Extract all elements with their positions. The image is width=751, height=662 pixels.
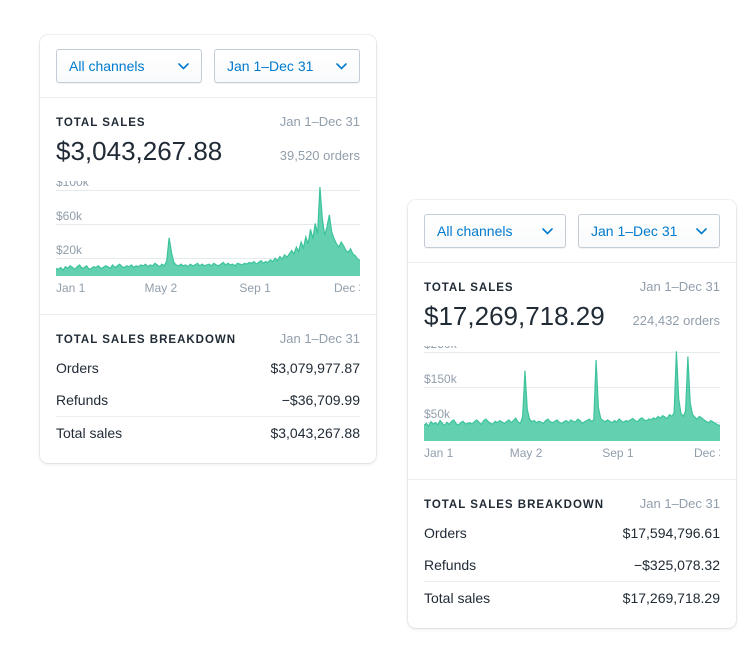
gridline — [424, 387, 720, 389]
date-range-selector-value: Jan 1–Dec 31 — [591, 223, 678, 239]
breakdown-table: Orders $3,079,977.87 Refunds −$36,709.99… — [40, 346, 376, 463]
chart-plot-area: $50k $150k $250k — [424, 346, 720, 441]
row-value: $3,043,267.88 — [270, 425, 360, 441]
table-row: Orders $3,079,977.87 — [56, 352, 360, 384]
area-series — [56, 186, 360, 276]
x-axis-tick: Jan 1 — [56, 281, 86, 295]
filter-controls: All channels Jan 1–Dec 31 — [408, 200, 736, 263]
orders-count: 39,520 orders — [279, 148, 360, 163]
chevron-down-icon — [336, 62, 347, 70]
y-axis-tick: $100k — [56, 181, 89, 190]
chart-x-axis: Jan 1 May 2 Sep 1 Dec 31 — [424, 446, 720, 463]
area-chart-svg — [424, 346, 720, 441]
row-value: −$325,078.32 — [633, 557, 720, 573]
sales-summary-card: All channels Jan 1–Dec 31 TOTAL SALES Ja… — [40, 35, 376, 463]
row-value: $3,079,977.87 — [270, 360, 360, 376]
table-row: Orders $17,594,796.61 — [424, 517, 720, 549]
row-label: Orders — [56, 360, 99, 376]
breakdown-date-range: Jan 1–Dec 31 — [279, 331, 360, 346]
table-row: Refunds −$36,709.99 — [56, 384, 360, 416]
table-row-total: Total sales $17,269,718.29 — [424, 581, 720, 614]
date-range-selector[interactable]: Jan 1–Dec 31 — [214, 49, 360, 83]
section-divider — [408, 479, 736, 480]
y-axis-tick: $60k — [56, 209, 83, 224]
area-chart-svg — [56, 181, 360, 276]
chart-x-axis: Jan 1 May 2 Sep 1 Dec 31 — [56, 281, 360, 298]
gridline — [56, 258, 360, 260]
total-sales-date-range: Jan 1–Dec 31 — [639, 279, 720, 294]
breakdown-heading: TOTAL SALES BREAKDOWN — [56, 334, 237, 346]
total-sales-chart: $50k $150k $250k Jan 1 May 2 Sep 1 Dec 31 — [424, 346, 720, 463]
total-sales-date-range: Jan 1–Dec 31 — [279, 114, 360, 129]
table-row-total: Total sales $3,043,267.88 — [56, 416, 360, 449]
channel-selector[interactable]: All channels — [56, 49, 202, 83]
row-label: Refunds — [56, 392, 109, 408]
date-range-selector[interactable]: Jan 1–Dec 31 — [578, 214, 720, 248]
x-axis-tick: Dec 31 — [333, 281, 360, 295]
channel-selector[interactable]: All channels — [424, 214, 566, 248]
line-series — [424, 351, 720, 426]
chevron-down-icon — [696, 227, 707, 235]
channel-selector-value: All channels — [437, 223, 513, 239]
x-axis-tick: May 2 — [144, 281, 178, 295]
x-axis-tick: Sep 1 — [602, 446, 634, 460]
y-axis-tick: $50k — [424, 407, 451, 422]
gridline — [56, 190, 360, 192]
row-label: Refunds — [424, 557, 477, 573]
chart-plot-area: $20k $60k $100k — [56, 181, 360, 276]
row-label: Orders — [424, 525, 467, 541]
area-series — [424, 351, 720, 441]
x-axis-tick: Sep 1 — [239, 281, 271, 295]
y-axis-tick: $20k — [56, 243, 83, 258]
total-sales-heading: TOTAL SALES — [424, 282, 514, 294]
x-axis-tick: Dec 31 — [693, 446, 720, 460]
chevron-down-icon — [542, 227, 553, 235]
row-value: $17,269,718.29 — [622, 590, 720, 606]
chevron-down-icon — [178, 62, 189, 70]
section-divider — [40, 314, 376, 315]
breakdown-date-range: Jan 1–Dec 31 — [639, 496, 720, 511]
orders-count: 224,432 orders — [632, 313, 720, 328]
date-range-selector-value: Jan 1–Dec 31 — [227, 58, 314, 74]
breakdown-table: Orders $17,594,796.61 Refunds −$325,078.… — [408, 511, 736, 628]
breakdown-heading: TOTAL SALES BREAKDOWN — [424, 499, 605, 511]
total-sales-chart: $20k $60k $100k Jan 1 May 2 Sep 1 Dec 31 — [56, 181, 360, 298]
row-value: $17,594,796.61 — [622, 525, 720, 541]
filter-controls: All channels Jan 1–Dec 31 — [40, 35, 376, 98]
total-sales-amount: $3,043,267.88 — [56, 136, 223, 166]
table-row: Refunds −$325,078.32 — [424, 549, 720, 581]
row-label: Total sales — [56, 425, 123, 441]
sales-summary-card: All channels Jan 1–Dec 31 TOTAL SALES Ja… — [408, 200, 736, 628]
y-axis-tick: $250k — [424, 346, 457, 350]
total-sales-amount: $17,269,718.29 — [424, 301, 605, 331]
gridline — [424, 352, 720, 354]
line-series — [56, 187, 360, 270]
channel-selector-value: All channels — [69, 58, 145, 74]
x-axis-tick: Jan 1 — [424, 446, 454, 460]
x-axis-tick: May 2 — [509, 446, 543, 460]
row-label: Total sales — [424, 590, 491, 606]
total-sales-heading: TOTAL SALES — [56, 117, 146, 129]
y-axis-tick: $150k — [424, 372, 457, 387]
gridline — [56, 224, 360, 226]
row-value: −$36,709.99 — [281, 392, 360, 408]
